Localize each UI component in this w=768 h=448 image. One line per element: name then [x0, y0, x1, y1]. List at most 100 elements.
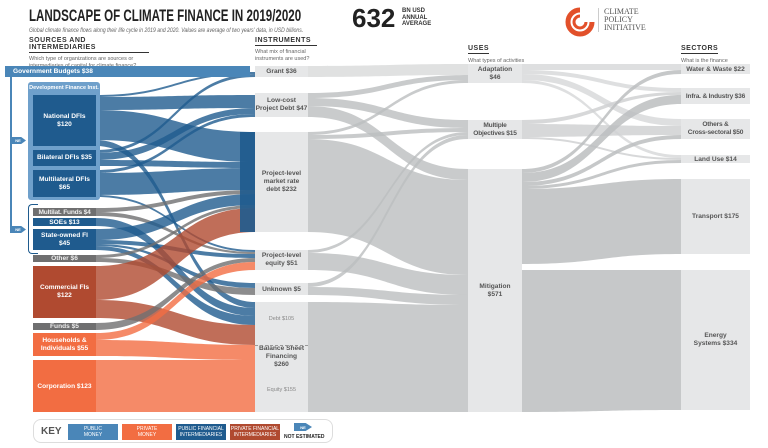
- unit-line: BN USD: [402, 8, 426, 14]
- node-land-use[interactable]: Land Use $14: [681, 155, 750, 163]
- flow-band: [96, 360, 255, 412]
- node-funds[interactable]: Funds $5: [33, 323, 96, 330]
- node-multilateral-dfis[interactable]: Multilateral DFIs $65: [33, 170, 96, 197]
- flow-band: [96, 114, 255, 173]
- legend-public-money: PUBLIC MONEY: [68, 424, 118, 440]
- column-title: USES: [468, 45, 490, 54]
- flow-band: [522, 74, 681, 126]
- node-multilateral-funds[interactable]: Multilat. Funds $4: [33, 208, 96, 216]
- column-question: What mix of financial instruments are us…: [255, 49, 310, 62]
- node-state-owned-fi[interactable]: State-owned FI $45: [33, 229, 96, 250]
- page-subtitle: Global climate finance flows along their…: [29, 27, 304, 34]
- node-mitigation[interactable]: Mitigation $571: [468, 169, 522, 412]
- bracket: [28, 204, 38, 254]
- node-transport[interactable]: Transport $175: [681, 179, 750, 254]
- cpi-logo-icon: [565, 7, 595, 37]
- flow-band: [522, 70, 681, 173]
- node-multiple-objectives[interactable]: Multiple Objectives $15: [468, 120, 522, 139]
- flow-band: [96, 205, 255, 258]
- node-water-waste[interactable]: Water & Waste $22: [681, 64, 750, 74]
- flow-band: [522, 160, 681, 189]
- node-soes[interactable]: SOEs $13: [33, 218, 96, 226]
- legend-private-money: PRIVATE MONEY: [122, 424, 172, 440]
- legend-title: KEY: [41, 426, 62, 437]
- legend-not-estimated: NOT ESTIMATED: [284, 434, 325, 440]
- flow-band: [96, 262, 255, 340]
- node-low-cost-debt[interactable]: Low-cost Project Debt $47: [255, 93, 308, 117]
- column-title: INSTRUMENTS: [255, 37, 317, 46]
- node-unknown[interactable]: Unknown $5: [255, 283, 308, 295]
- total-unit: BN USD ANNUAL AVERAGE: [402, 8, 442, 28]
- flow-band: [96, 72, 255, 97]
- flow-band: [96, 258, 255, 330]
- legend: KEY PUBLIC MONEY PRIVATE MONEY PUBLIC FI…: [33, 419, 333, 443]
- node-others-cross-sectoral[interactable]: Others & Cross-sectoral $50: [681, 119, 750, 139]
- divider: [255, 345, 308, 346]
- flow-band: [522, 64, 681, 70]
- flow-band: [522, 70, 681, 92]
- flow-band: [96, 190, 255, 212]
- node-market-rate-debt[interactable]: Project-level market rate debt $232: [255, 132, 308, 232]
- logo-line: POLICY: [604, 15, 633, 24]
- column-question: Which type of organizations are sources …: [29, 56, 136, 69]
- dfi-group-label: Development Finance Inst.: [29, 84, 99, 91]
- flow-band: [96, 108, 255, 160]
- flow-band: [240, 132, 255, 232]
- flow-band: [96, 340, 255, 360]
- node-infra-industry[interactable]: Infra. & Industry $36: [681, 88, 750, 104]
- node-national-dfis[interactable]: National DFIs $120: [33, 95, 96, 146]
- unit-line: AVERAGE: [402, 21, 432, 27]
- column-title: SOURCES AND INTERMEDIARIES: [29, 37, 149, 53]
- node-households[interactable]: Households & Individuals $55: [33, 333, 96, 356]
- node-adaptation[interactable]: Adaptation $46: [468, 64, 522, 83]
- flow-band: [96, 195, 255, 252]
- balance-sheet-equity-label: Equity $155: [266, 386, 297, 393]
- flow-band: [308, 106, 468, 180]
- legend-private-fi: PRIVATE FINANCIAL INTERMEDIARIES: [230, 424, 280, 440]
- node-balance-sheet[interactable]: Balance Sheet Financing $260: [255, 302, 308, 412]
- node-energy-systems[interactable]: Energy Systems $334: [681, 270, 750, 410]
- flow-band: [522, 95, 681, 182]
- gov-connector: [10, 77, 12, 231]
- node-project-equity[interactable]: Project-level equity $51: [255, 250, 308, 270]
- flow-band: [96, 74, 255, 153]
- flow-band: [522, 270, 681, 412]
- legend-public-fi: PUBLIC FINANCIAL INTERMEDIARIES: [176, 424, 226, 440]
- flow-band: [96, 246, 255, 325]
- unit-line: ANNUAL: [402, 14, 428, 21]
- flow-band: [96, 300, 255, 345]
- flow-band: [308, 75, 468, 98]
- node-government-budgets[interactable]: Government Budgets $38: [5, 66, 250, 77]
- not-estimated-arrow-icon: NE: [10, 137, 26, 144]
- logo-line: INITIATIVE: [604, 23, 646, 32]
- flow-band: [308, 98, 468, 128]
- flow-band: [522, 124, 681, 137]
- flow-band: [308, 287, 468, 305]
- not-estimated-arrow-icon: NE: [294, 423, 312, 431]
- flow-band: [522, 92, 681, 124]
- node-corporation[interactable]: Corporation $123: [33, 360, 96, 412]
- balance-sheet-debt-label: Debt $105: [268, 315, 295, 322]
- flow-band: [96, 168, 255, 195]
- column-title: SECTORS: [681, 45, 719, 54]
- flow-band: [308, 302, 468, 412]
- node-other[interactable]: Other $6: [33, 255, 96, 262]
- flow-band: [522, 80, 681, 158]
- flow-band: [96, 208, 255, 300]
- flow-band: [308, 139, 468, 275]
- flow-band: [308, 132, 468, 253]
- logo-line: CLIMATE: [604, 7, 639, 16]
- logo-text: CLIMATE POLICY INITIATIVE: [598, 8, 646, 32]
- column-instruments: INSTRUMENTS What mix of financial instrum…: [255, 37, 317, 62]
- node-grant[interactable]: Grant $36: [255, 66, 308, 77]
- flow-band: [522, 137, 681, 160]
- flow-band: [522, 135, 681, 186]
- flow-band: [308, 253, 468, 295]
- flow-band: [96, 194, 255, 240]
- total-value: 632: [352, 3, 396, 33]
- flow-band: [96, 95, 255, 110]
- page-title: LANDSCAPE OF CLIMATE FINANCE IN 2019/202…: [29, 6, 302, 25]
- node-commercial-fis[interactable]: Commercial FIs $122: [33, 266, 96, 318]
- node-bilateral-dfis[interactable]: Bilateral DFIs $35: [33, 150, 96, 166]
